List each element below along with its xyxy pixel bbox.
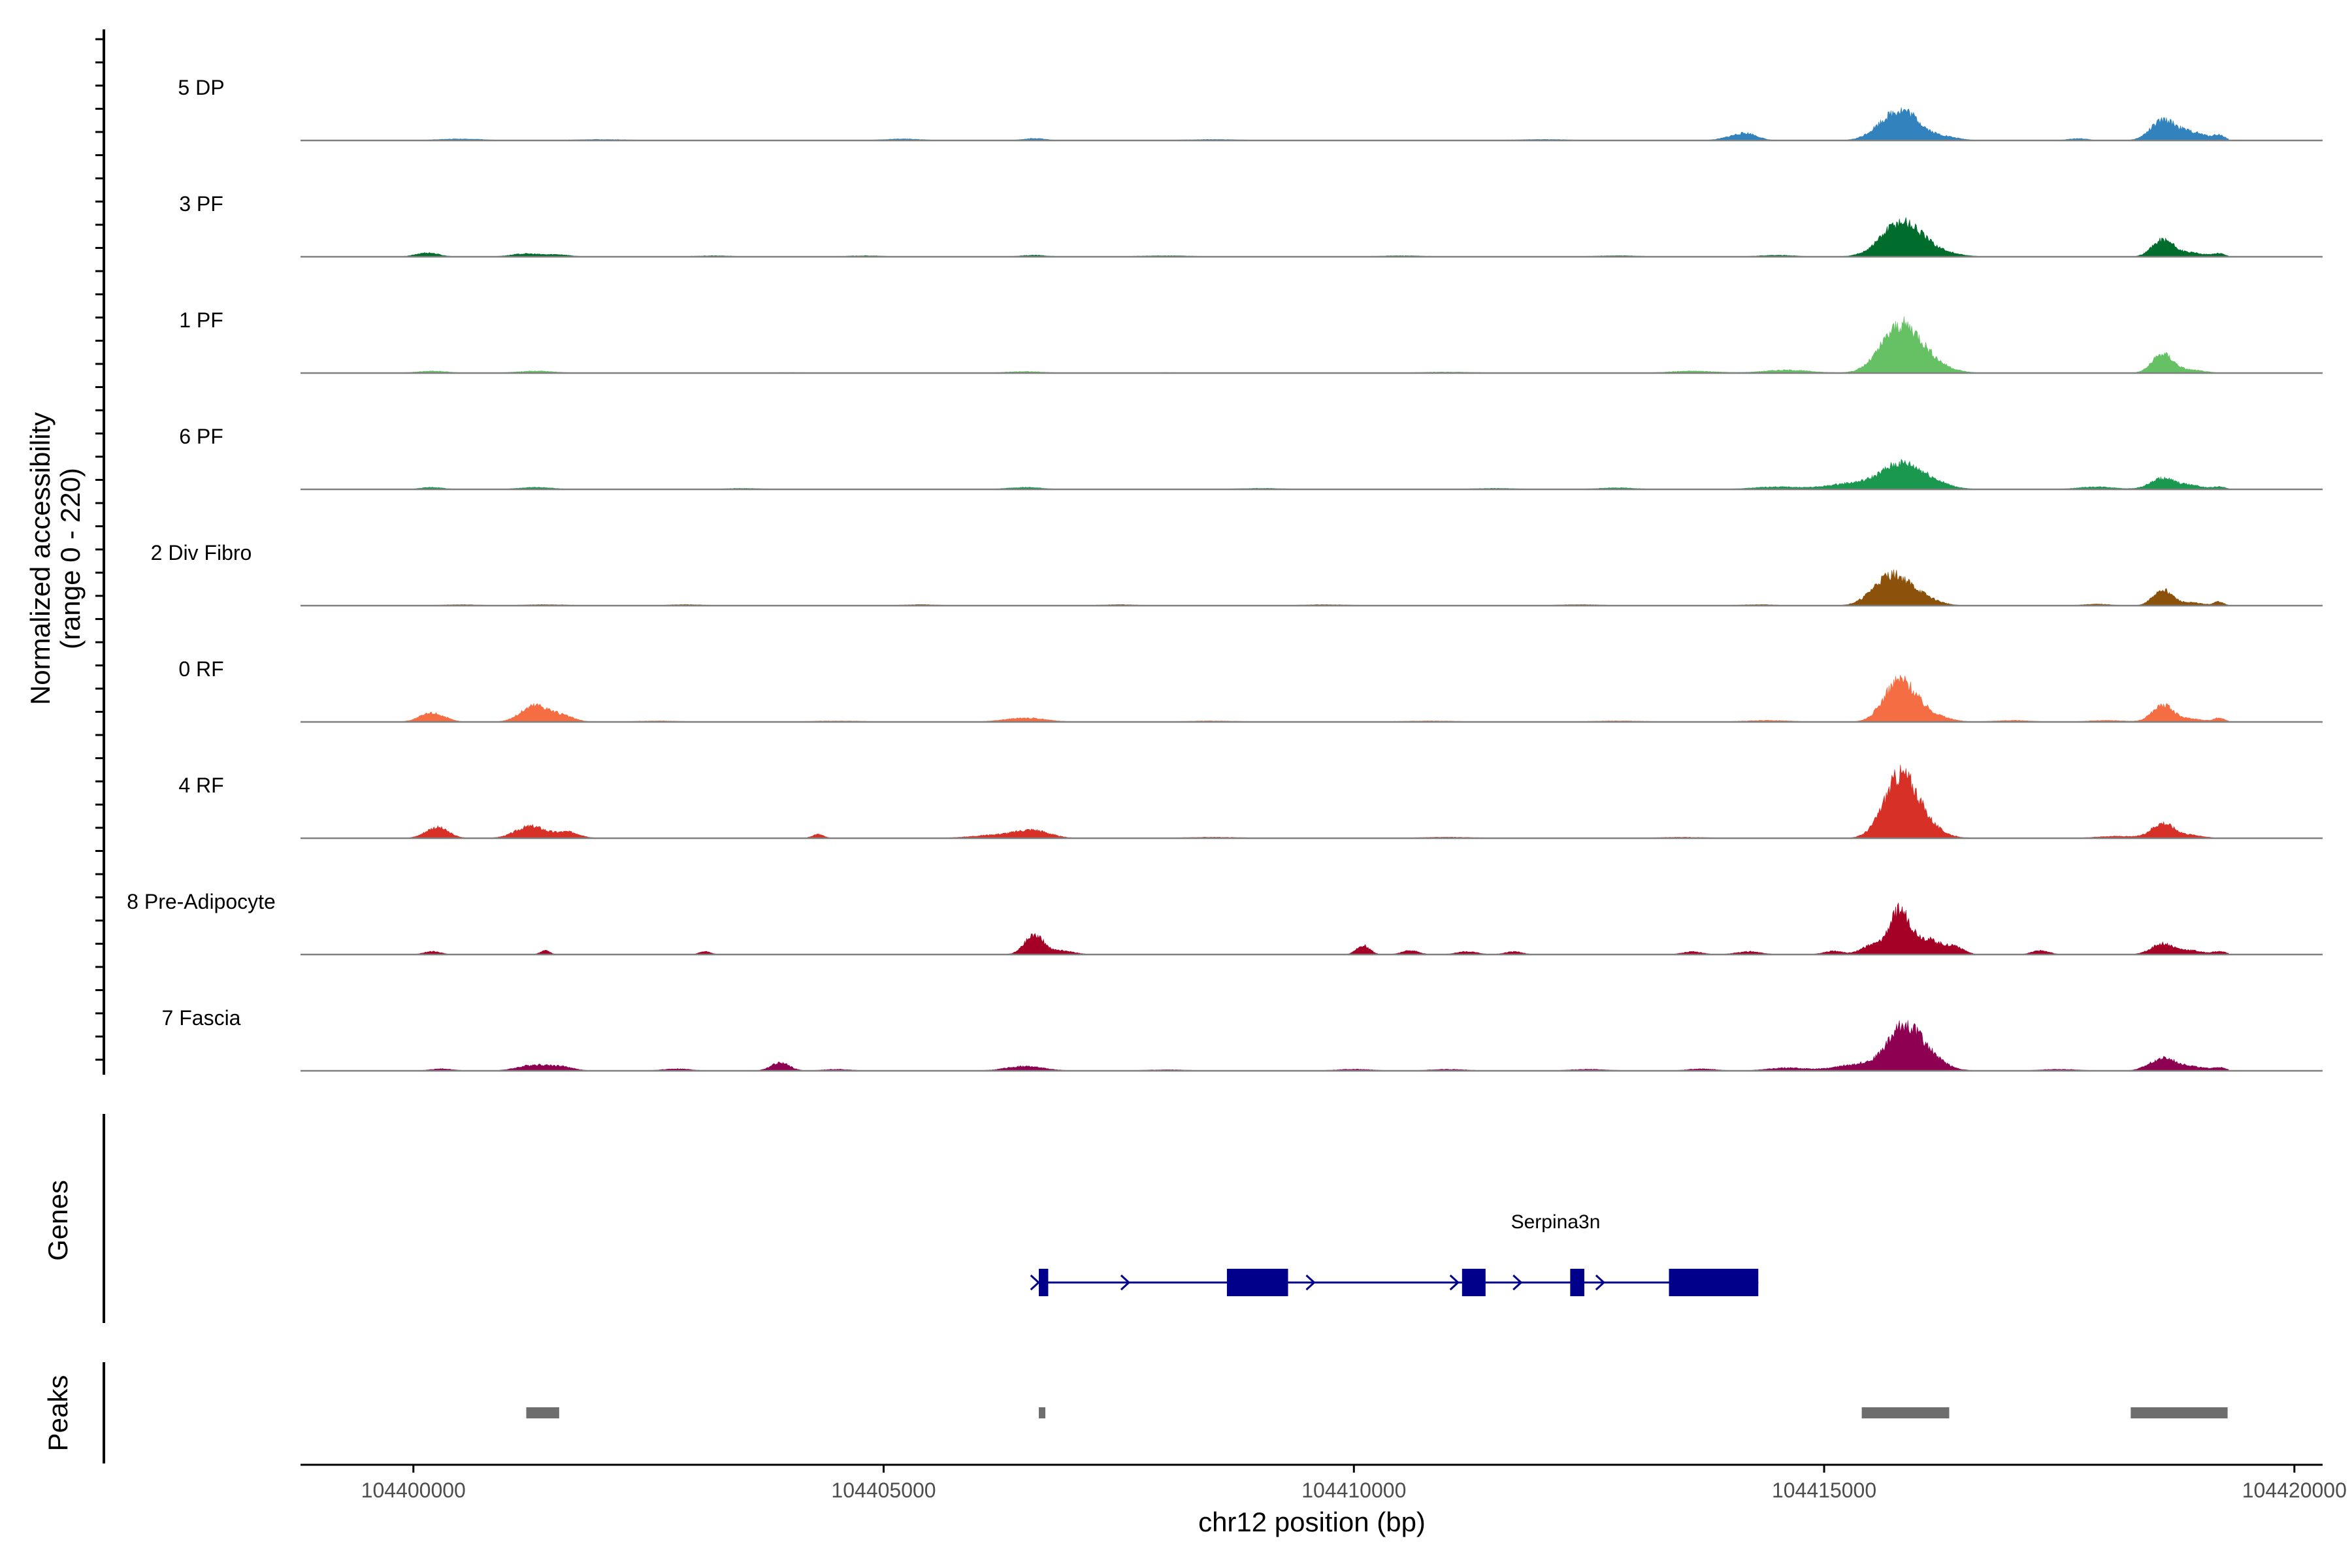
track-1-pf: 1 PF xyxy=(179,308,2323,374)
peak-region xyxy=(1039,1407,1046,1418)
strand-arrow xyxy=(1595,1274,1606,1291)
x-axis-ticks: 104400000 104405000 104410000 104415000 1044… xyxy=(361,1465,2347,1502)
coverage-area xyxy=(301,1020,2229,1071)
gene-exon xyxy=(1669,1269,1759,1296)
x-tick-label: 104405000 xyxy=(831,1478,936,1502)
x-axis-title: chr12 position (bp) xyxy=(1198,1507,1426,1537)
track-4-rf: 4 RF xyxy=(178,764,2323,840)
track-8-pre-adipocyte: 8 Pre-Adipocyte xyxy=(127,890,2323,956)
track-7-fascia: 7 Fascia xyxy=(162,1006,2323,1072)
peaks-label: Peaks xyxy=(42,1375,73,1452)
track-label: 2 Div Fibro xyxy=(151,541,252,564)
coverage-area xyxy=(301,459,2229,490)
x-tick-label: 104400000 xyxy=(361,1478,466,1502)
peak-region xyxy=(1861,1407,1950,1418)
strand-arrow xyxy=(1305,1274,1316,1291)
gene-exon xyxy=(1039,1269,1049,1296)
coverage-area xyxy=(301,764,2229,839)
x-axis: 104400000 104405000 104410000 104415000 1044… xyxy=(301,1463,2347,1537)
gene-name: Serpina3n xyxy=(1511,1211,1601,1233)
coverage-area xyxy=(301,569,2229,606)
strand-arrow xyxy=(1512,1274,1523,1291)
coverage-tracks: 5 DP 3 PF 1 PF 6 PF 2 Div Fibro 0 RF 4 RF 8 Pre… xyxy=(127,76,2323,1072)
y-axis-title-line1: Normalized accessibility xyxy=(25,412,56,705)
strand-arrow xyxy=(1449,1274,1460,1291)
gene-exon xyxy=(1226,1269,1288,1296)
track-label: 0 RF xyxy=(178,657,223,681)
coverage-area xyxy=(301,675,2229,723)
x-tick-label: 104410000 xyxy=(1301,1478,1406,1502)
track-label: 3 PF xyxy=(179,192,223,216)
track-label: 5 DP xyxy=(178,76,224,99)
coverage-area xyxy=(301,316,2229,374)
accessibility-y-axis xyxy=(95,29,105,1075)
gene-exon xyxy=(1462,1269,1486,1296)
y-axis-title: Normalized accessibility (range 0 - 220) xyxy=(25,412,86,705)
genes-panel: Genes Serpina3n xyxy=(42,1114,1759,1323)
x-tick-label: 104420000 xyxy=(2242,1478,2347,1502)
y-axis-title-line2: (range 0 - 220) xyxy=(55,468,86,649)
track-label: 7 Fascia xyxy=(162,1006,241,1030)
track-0-rf: 0 RF xyxy=(178,657,2323,723)
track-2-div-fibro: 2 Div Fibro xyxy=(151,541,2323,607)
peaks-panel: Peaks xyxy=(42,1362,2228,1463)
peak-region xyxy=(526,1407,559,1418)
genes-label: Genes xyxy=(42,1180,73,1261)
track-label: 8 Pre-Adipocyte xyxy=(127,890,276,913)
coverage-area xyxy=(301,107,2229,141)
gene-exon xyxy=(1570,1269,1584,1296)
coverage-area xyxy=(301,217,2229,257)
track-5-dp: 5 DP xyxy=(178,76,2323,142)
x-tick-label: 104415000 xyxy=(1772,1478,1876,1502)
track-label: 1 PF xyxy=(179,308,223,332)
coverage-area xyxy=(301,902,2229,955)
track-6-pf: 6 PF xyxy=(179,425,2323,491)
strand-arrow xyxy=(1030,1274,1040,1291)
track-label: 4 RF xyxy=(178,774,223,797)
peak-region xyxy=(2131,1407,2228,1418)
gene-model-serpina3n xyxy=(1030,1269,1759,1296)
track-label: 6 PF xyxy=(179,425,223,448)
track-3-pf: 3 PF xyxy=(179,192,2323,258)
peak-bars xyxy=(526,1407,2228,1418)
strand-arrow xyxy=(1120,1274,1131,1291)
